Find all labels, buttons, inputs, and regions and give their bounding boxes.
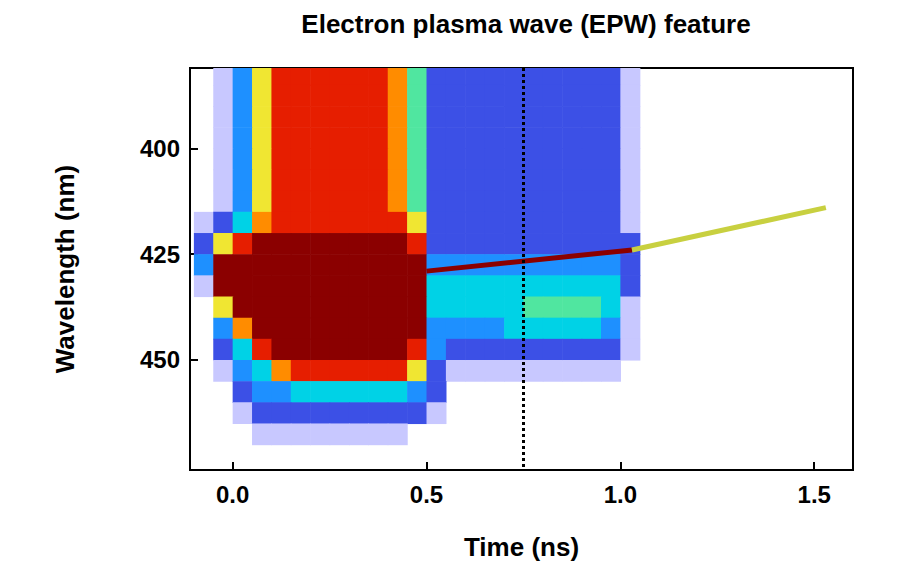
- svg-text:1.0: 1.0: [604, 481, 637, 508]
- svg-text:0.0: 0.0: [216, 481, 249, 508]
- svg-text:Electron plasma wave (EPW) fea: Electron plasma wave (EPW) feature: [301, 9, 750, 39]
- svg-text:1.5: 1.5: [798, 481, 831, 508]
- svg-text:0.5: 0.5: [410, 481, 443, 508]
- svg-text:Time (ns): Time (ns): [464, 532, 579, 562]
- svg-text:450: 450: [140, 346, 180, 373]
- svg-text:Wavelength (nm): Wavelength (nm): [50, 165, 80, 373]
- svg-text:425: 425: [140, 241, 180, 268]
- svg-text:400: 400: [140, 135, 180, 162]
